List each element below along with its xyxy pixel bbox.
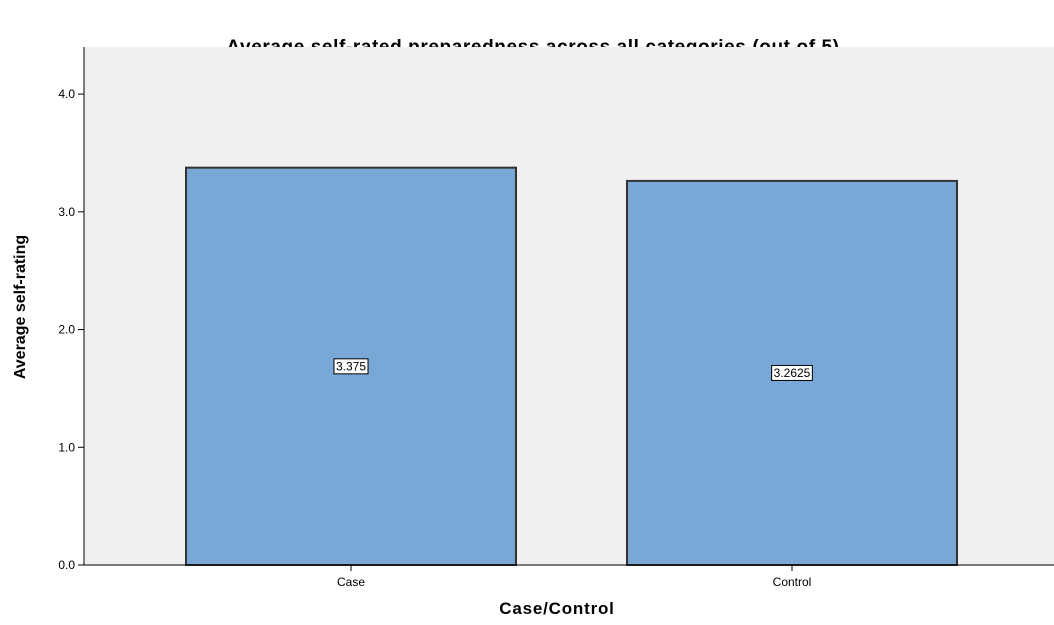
x-axis-title: Case/Control (499, 599, 614, 618)
data-label-box (333, 358, 369, 375)
x-tick-label: Control (773, 575, 812, 589)
y-tick-label: 1.0 (58, 440, 75, 454)
x-axis-ticks: Case Control (337, 565, 811, 589)
y-tick-label: 0.0 (58, 558, 75, 572)
y-tick-label: 2.0 (58, 323, 75, 337)
data-label-text: 3.375 (336, 359, 366, 373)
y-tick-label: 3.0 (58, 205, 75, 219)
x-tick-label: Case (337, 575, 365, 589)
data-label-box (771, 364, 813, 381)
data-label-control: 3.2625 (771, 364, 813, 381)
data-label-case: 3.375 (333, 358, 369, 375)
y-axis-title: Average self-rating (12, 235, 29, 379)
y-axis-ticks: 0.0 1.0 2.0 3.0 4.0 (58, 87, 84, 572)
data-label-text: 3.2625 (774, 366, 811, 380)
data-labels: 3.375 3.2625 (333, 358, 813, 381)
y-tick-label: 4.0 (58, 87, 75, 101)
